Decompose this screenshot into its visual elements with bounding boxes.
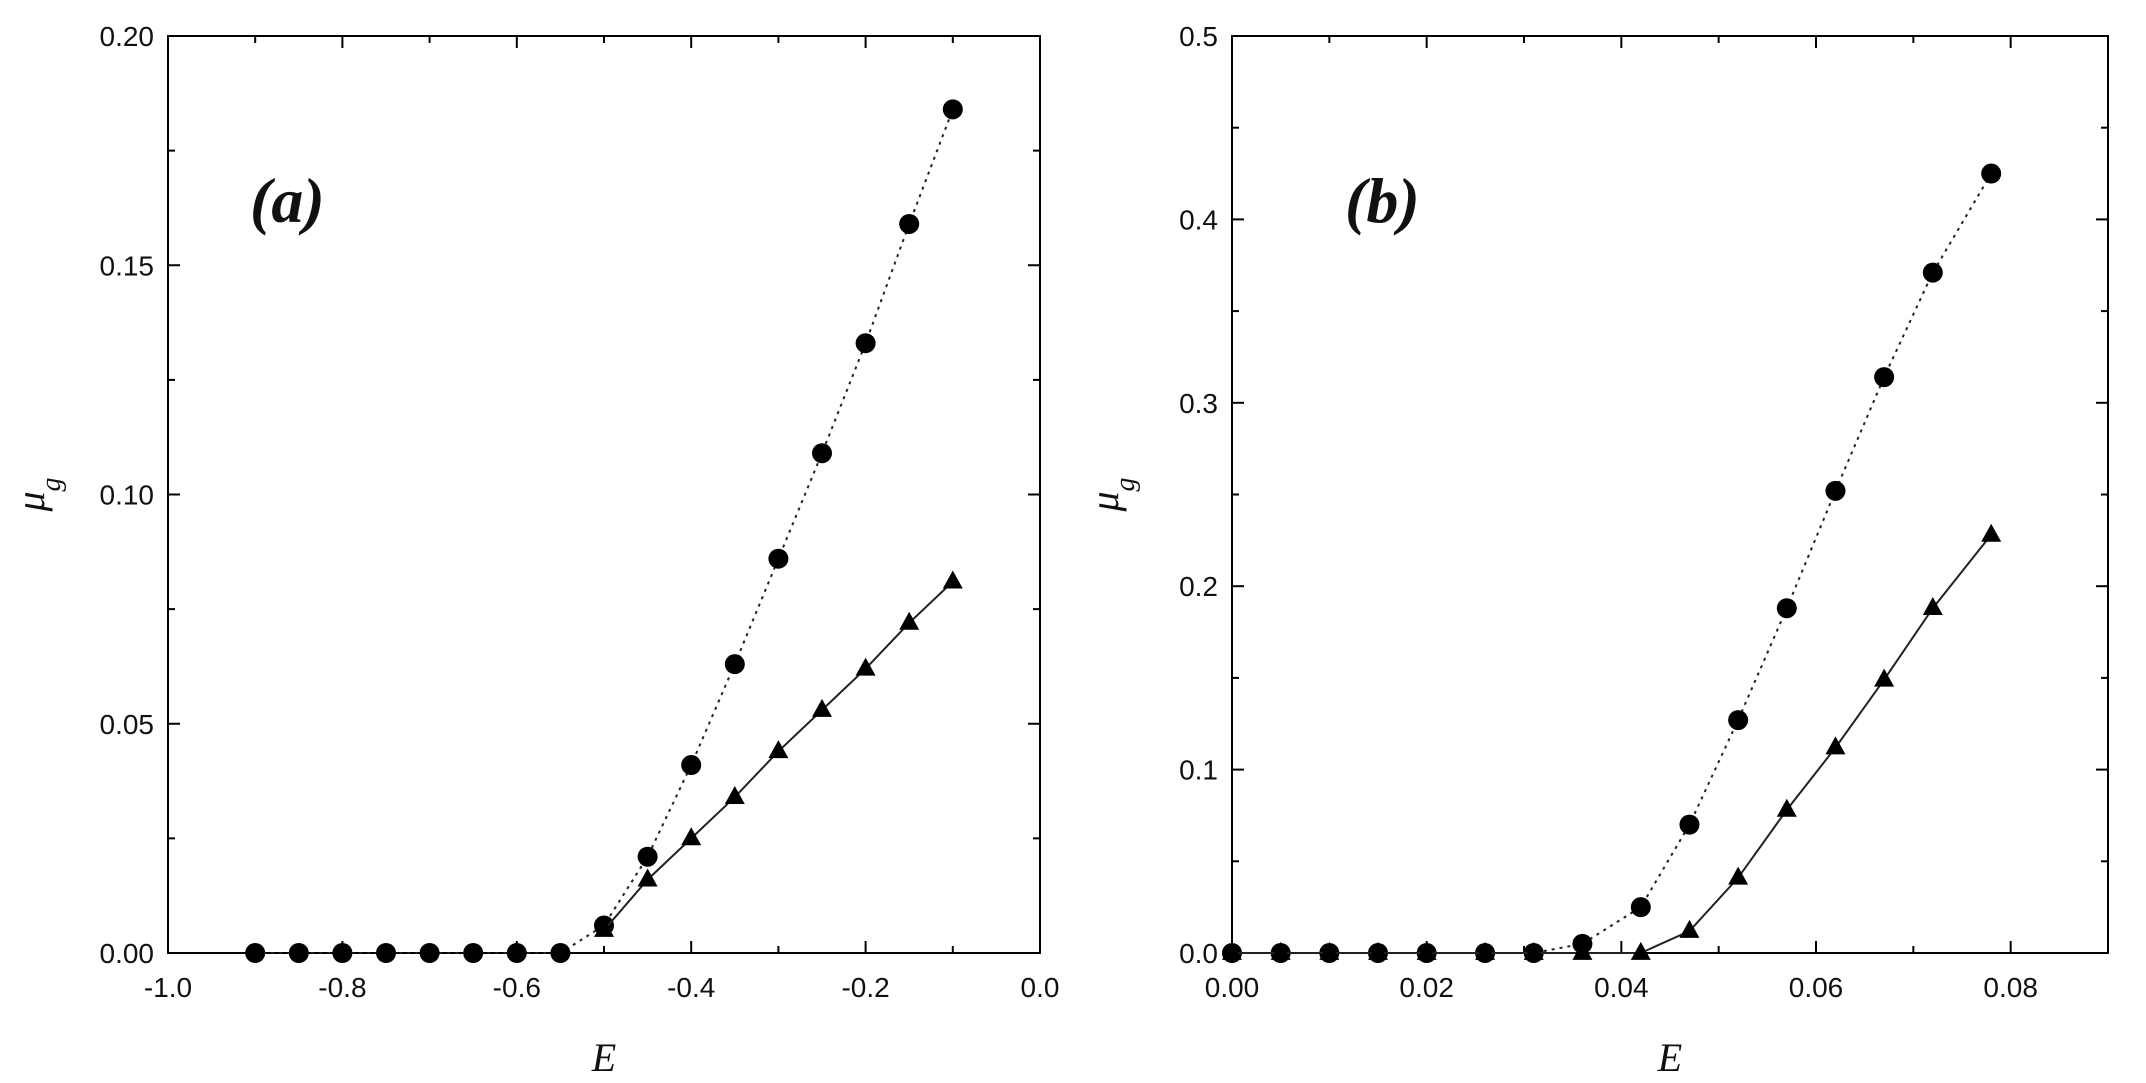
triangle-marker — [768, 740, 789, 759]
circle-marker — [376, 943, 396, 963]
chart-panel-a: -1.0 -0.8 -0.6 -0.4 -0.2 0.0 0.00 0.05 0.10 0.15 0… — [8, 21, 1059, 1080]
panel-label: (b) — [1345, 165, 1420, 236]
chart-panel-b: 0.00 0.02 0.04 0.06 0.08 0.0 0.1 0.2 0.3 0.4 0.5 Eμ… — [1082, 21, 2109, 1080]
y-tick-label: 0.15 — [100, 250, 155, 281]
y-tick-label: 0.1 — [1179, 755, 1218, 786]
circle-marker — [506, 943, 527, 963]
x-tick-label: 0.02 — [1399, 972, 1454, 1003]
y-tick-label: 0.3 — [1179, 388, 1218, 419]
circle-marker — [812, 443, 832, 464]
circle-marker — [768, 548, 789, 569]
y-tick-label: 0.10 — [100, 480, 155, 511]
x-tick-label: -0.4 — [667, 972, 715, 1003]
circle-marker — [1825, 480, 1846, 501]
triangle-marker — [1776, 798, 1797, 817]
y-tick-label: 0.4 — [1179, 204, 1218, 235]
triangle-marker — [637, 868, 658, 887]
circle-marker — [245, 943, 266, 963]
triangle-marker — [1679, 919, 1700, 938]
y-tick-label: 0.20 — [100, 21, 155, 52]
x-tick-label: 0.04 — [1594, 972, 1649, 1003]
triangle-marker — [1416, 941, 1437, 960]
triangle-marker — [1981, 523, 2002, 542]
y-tick-label: 0.2 — [1179, 571, 1218, 602]
circle-marker — [899, 213, 920, 234]
triangle-marker — [942, 570, 963, 589]
circle-marker — [463, 943, 484, 963]
triangle-marker — [1572, 941, 1593, 960]
triangle-marker — [1475, 941, 1496, 960]
x-axis-title: E — [591, 1035, 616, 1080]
triangle-marker — [812, 698, 832, 717]
series-line-circle — [255, 109, 954, 954]
circle-marker — [1728, 710, 1749, 731]
triangle-marker — [1523, 941, 1544, 960]
circle-marker — [419, 943, 440, 963]
triangle-marker — [681, 827, 702, 846]
y-axis-title-subscript: g — [1110, 477, 1141, 491]
triangle-marker — [1319, 941, 1340, 960]
y-axis-title: μg — [8, 477, 67, 512]
circle-marker — [855, 333, 876, 354]
x-tick-label: 0.0 — [1021, 972, 1060, 1003]
x-tick-label: -0.8 — [318, 972, 366, 1003]
x-tick-label: 0.00 — [1205, 972, 1260, 1003]
circle-marker — [1922, 262, 1943, 283]
panel-label: (a) — [250, 165, 325, 236]
x-tick-label: 0.06 — [1789, 972, 1844, 1003]
triangle-marker — [855, 657, 876, 676]
circle-marker — [637, 846, 658, 867]
triangle-marker — [724, 785, 745, 804]
circle-marker — [550, 943, 571, 963]
y-axis-title: μg — [1082, 477, 1141, 512]
circle-marker — [288, 943, 309, 963]
x-tick-label: 0.08 — [1983, 972, 2038, 1003]
triangle-marker — [1222, 941, 1242, 960]
triangle-marker — [1368, 941, 1388, 960]
triangle-marker — [1270, 941, 1291, 960]
y-axis-title-subscript: g — [36, 477, 67, 491]
circle-marker — [1981, 163, 2002, 184]
triangle-marker — [1874, 668, 1895, 687]
triangle-marker — [1825, 736, 1846, 755]
circle-marker — [942, 99, 963, 120]
y-tick-label: 0.5 — [1179, 21, 1218, 52]
y-tick-label: 0.00 — [100, 938, 155, 969]
x-tick-label: -1.0 — [144, 972, 192, 1003]
circle-marker — [1776, 598, 1797, 619]
circle-marker — [681, 755, 702, 776]
circle-marker — [1679, 814, 1700, 835]
x-axis-title: E — [1657, 1035, 1682, 1080]
y-tick-label: 0.0 — [1179, 938, 1218, 969]
series-line-triangle — [1232, 534, 1992, 954]
circle-marker — [332, 943, 353, 963]
triangle-marker — [1922, 597, 1943, 616]
x-tick-label: -0.6 — [493, 972, 541, 1003]
triangle-marker — [1728, 866, 1749, 885]
circle-marker — [1874, 367, 1895, 388]
triangle-marker — [1630, 941, 1651, 960]
circle-marker — [1630, 897, 1651, 918]
series-line-circle — [1232, 173, 1993, 954]
triangle-marker — [594, 918, 614, 937]
x-tick-label: -0.2 — [841, 972, 889, 1003]
circle-marker — [724, 654, 745, 675]
y-tick-label: 0.05 — [100, 709, 155, 740]
triangle-marker — [899, 611, 920, 630]
